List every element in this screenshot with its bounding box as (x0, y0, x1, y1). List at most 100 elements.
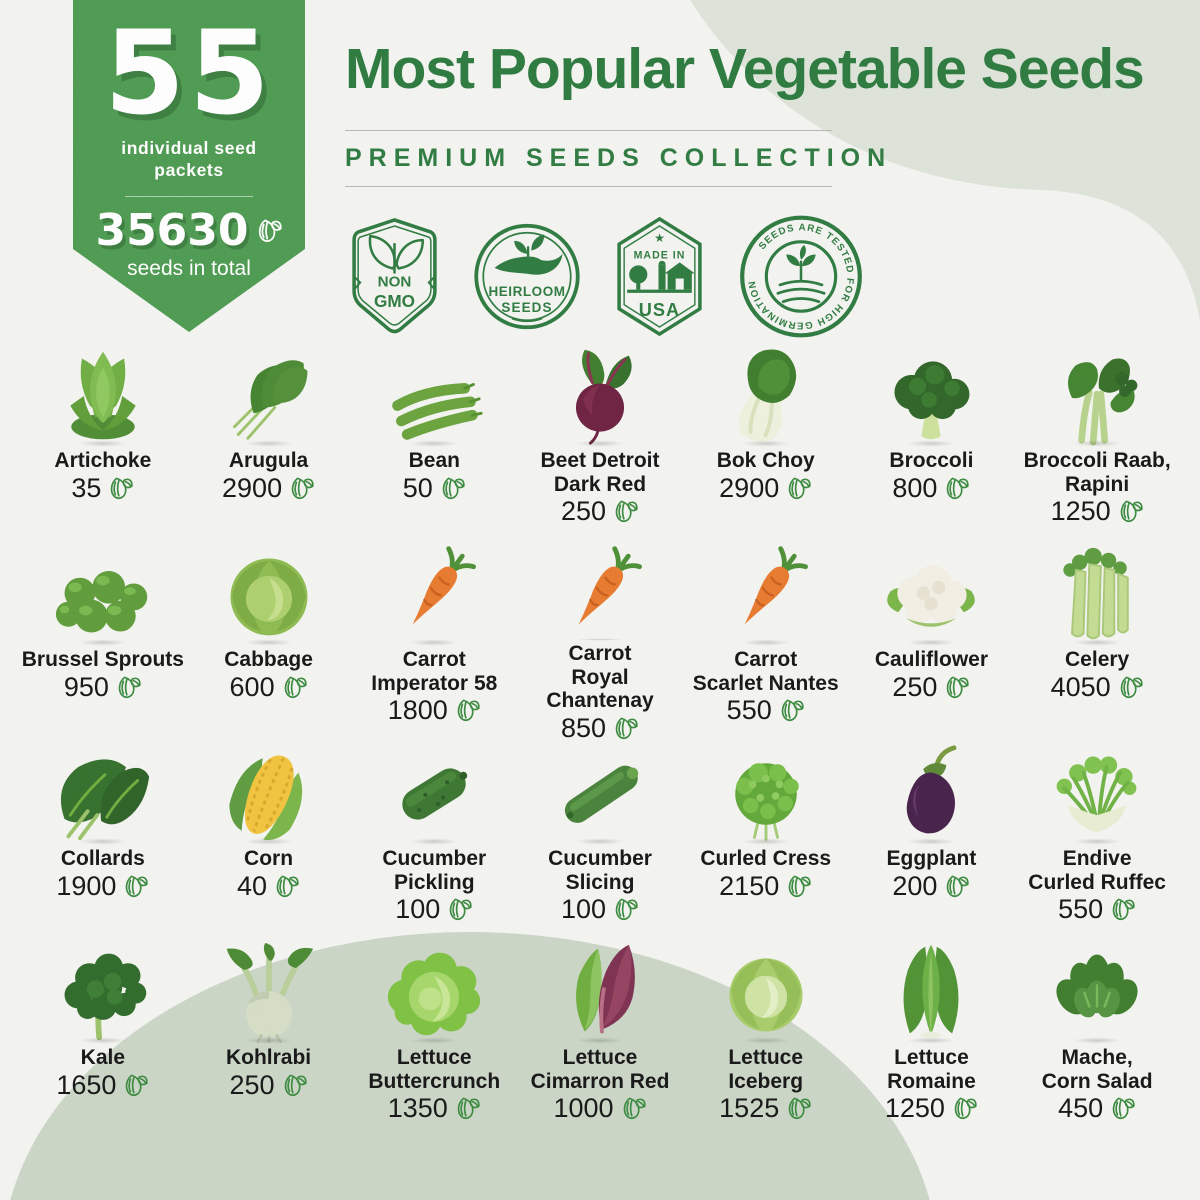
seed-icon (255, 217, 283, 245)
seed-count-row: 100 (548, 894, 652, 925)
seed-icon (439, 475, 466, 502)
seed-icon (107, 475, 134, 502)
seed-count-row: 4050 (1051, 672, 1144, 703)
heirloom-seeds-badge: HEIRLOOM SEEDS (474, 223, 580, 330)
vegetable-name: Endive Curled Ruffec (1028, 847, 1166, 894)
vegetable-name: Broccoli Raab, Rapini (1023, 449, 1171, 496)
carrot-image (706, 545, 826, 645)
carrot-image (374, 545, 494, 645)
header: Most Popular Vegetable Seeds PREMIUM SEE… (345, 37, 1175, 187)
vegetable-name: Eggplant (886, 847, 977, 870)
seed-icon (785, 475, 812, 502)
image-shadow (401, 439, 468, 448)
image-shadow (898, 1036, 965, 1045)
celery-image (1037, 545, 1157, 645)
bean-image (374, 346, 494, 446)
seed-count-value: 450 (1058, 1093, 1104, 1124)
seed-count-row: 50 (403, 473, 466, 504)
divider-line (345, 129, 832, 131)
image-shadow (898, 638, 965, 647)
image-shadow (566, 837, 633, 846)
seed-count-value: 250 (229, 1069, 275, 1100)
seed-count-value: 1350 (387, 1093, 448, 1124)
seed-icon (281, 674, 308, 701)
vegetable-item: Bok Choy 2900 (683, 346, 849, 545)
bokchoy-image (706, 346, 826, 446)
image-shadow (1064, 1036, 1131, 1045)
seed-count-row: 1900 (56, 871, 149, 902)
cabbage-image (209, 545, 329, 645)
vegetable-grid: Artichoke 35 Arugula 2900 (20, 346, 1180, 1142)
vegetable-name: Curled Cress (700, 847, 832, 870)
vegetable-item: Celery 4050 (1014, 545, 1180, 744)
non-gmo-badge: NON GMO (352, 218, 437, 334)
vegetable-item: Carrot Royal Chantenay 850 (517, 545, 683, 744)
seed-icon (122, 1072, 149, 1099)
seed-count-row: 250 (540, 496, 659, 527)
divider-line (345, 185, 832, 187)
seed-count-value: 600 (229, 671, 275, 702)
seed-icon (943, 873, 970, 900)
image-shadow (1064, 439, 1131, 448)
seed-count-row: 1525 (719, 1093, 812, 1124)
star-icon: ★ (654, 231, 665, 245)
seed-count-value: 1250 (884, 1093, 945, 1124)
vegetable-item: Eggplant 200 (849, 744, 1015, 943)
seed-count-row: 1650 (56, 1070, 149, 1101)
seed-icon (612, 498, 639, 525)
seed-count-value: 40 (237, 870, 268, 901)
cauliflower-image (871, 545, 991, 645)
vegetable-item: Beet Detroit Dark Red 250 (517, 346, 683, 545)
image-shadow (69, 638, 136, 647)
vegetable-item: Broccoli Raab, Rapini 1250 (1014, 346, 1180, 545)
seed-icon (612, 715, 639, 742)
seed-icon (620, 1095, 647, 1122)
vegetable-name: Collards (60, 847, 145, 870)
lettuce-iceberg-image (706, 943, 826, 1043)
image-shadow (235, 439, 302, 448)
seed-icon (943, 475, 970, 502)
vegetable-name: Arugula (228, 449, 309, 472)
seed-count-row: 250 (875, 672, 988, 703)
vegetable-item: Collards 1900 (20, 744, 186, 943)
image-shadow (898, 439, 965, 448)
image-shadow (235, 837, 302, 846)
vegetable-name: Broccoli (889, 449, 974, 472)
vegetable-name: Cucumber Slicing (548, 847, 652, 894)
ribbon-divider (125, 196, 253, 198)
seed-count-row: 1800 (371, 695, 497, 726)
page-title: Most Popular Vegetable Seeds (345, 37, 1145, 101)
image-shadow (401, 638, 468, 647)
vegetable-name: Artichoke (54, 449, 152, 472)
vegetable-name: Corn (244, 847, 294, 870)
seed-count-row: 1000 (531, 1093, 670, 1124)
seed-count-row: 100 (382, 894, 486, 925)
vegetable-name: Lettuce Iceberg (728, 1046, 804, 1093)
seed-count-row: 950 (22, 672, 184, 703)
seed-count-value: 35 (71, 472, 102, 503)
image-shadow (566, 1036, 633, 1045)
vegetable-item: Kale 1650 (20, 943, 186, 1142)
eggplant-image (871, 744, 991, 844)
seed-count-value: 1250 (1050, 496, 1111, 527)
seed-count-value: 4050 (1050, 671, 1111, 702)
seed-count-value: 2150 (719, 870, 780, 901)
seed-count-row: 1350 (368, 1093, 500, 1124)
vegetable-item: Curled Cress 2150 (683, 744, 849, 943)
heirloom-label-2: SEEDS (501, 300, 552, 315)
seed-count-row: 850 (517, 713, 683, 744)
vegetable-name: Lettuce Cimarron Red (530, 1046, 670, 1093)
vegetable-name: Cabbage (224, 648, 313, 671)
seed-icon (612, 896, 639, 923)
seed-icon (943, 674, 970, 701)
vegetable-name: Carrot Scarlet Nantes (692, 648, 839, 695)
seed-icon (785, 1095, 812, 1122)
seed-count-row: 800 (889, 473, 973, 504)
seed-count-value: 250 (560, 496, 607, 527)
farm-icon (627, 260, 695, 293)
seed-count-row: 1250 (885, 1093, 978, 1124)
seed-count-row: 550 (1028, 894, 1166, 925)
total-seeds-value: 35630 (95, 205, 249, 257)
seed-icon (778, 697, 805, 724)
vegetable-item: Cabbage 600 (186, 545, 352, 744)
